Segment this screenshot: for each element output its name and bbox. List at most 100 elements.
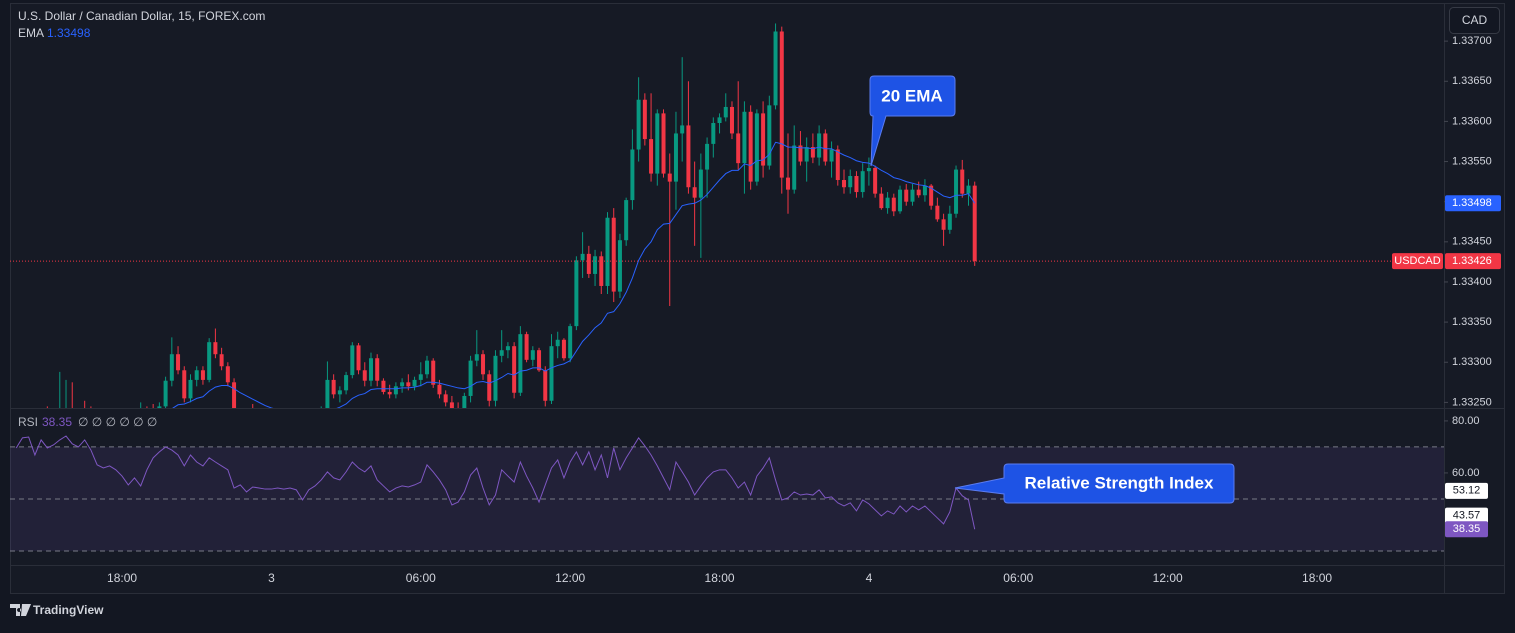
candle-body <box>636 99 641 150</box>
candle-body <box>325 379 330 408</box>
candle-body <box>736 133 741 164</box>
rsi-legend-name: RSI <box>18 415 38 429</box>
candle-body <box>754 113 759 182</box>
callout-box <box>869 75 956 167</box>
ema-line <box>172 141 976 408</box>
candle-body <box>505 346 510 351</box>
y-tick-label: 1.33450 <box>1452 236 1492 248</box>
last-price-tag <box>1445 253 1501 270</box>
price-pane <box>10 23 1444 408</box>
candle-body <box>431 360 436 385</box>
candle-body <box>829 149 834 162</box>
candle-body <box>169 354 174 381</box>
x-tick-label: 06:00 <box>406 571 436 585</box>
candle-body <box>200 370 205 380</box>
x-tick-label: 18:00 <box>1302 571 1332 585</box>
candle-body <box>779 31 784 178</box>
candle-body <box>194 370 199 380</box>
candle-body <box>350 345 355 376</box>
rsi-line <box>15 435 976 530</box>
candle-body <box>574 260 579 327</box>
candle-body <box>692 187 697 198</box>
candle-body <box>773 31 778 106</box>
candle-body <box>400 382 405 387</box>
currency-button-label[interactable]: CAD <box>1462 13 1488 27</box>
rsi-marker-tag <box>1445 482 1488 499</box>
candle-body <box>680 125 685 134</box>
candle-body <box>406 382 411 387</box>
brand-name: TradingView <box>33 603 104 617</box>
candle-body <box>823 133 828 162</box>
candle-body <box>611 217 616 292</box>
ema-legend-value: 1.33498 <box>47 26 91 40</box>
candle-body <box>854 175 859 193</box>
y-tick-label: 1.33400 <box>1452 276 1492 288</box>
candle-body <box>182 370 187 399</box>
candle-body <box>530 350 535 360</box>
y-tick-label: 1.33650 <box>1452 75 1492 87</box>
candle-body <box>624 200 629 241</box>
candle-body <box>188 379 193 399</box>
candle-body <box>873 167 878 194</box>
candle-body <box>586 253 591 274</box>
candle-body <box>960 169 965 194</box>
candle-body <box>344 375 349 391</box>
candle-body <box>898 189 903 212</box>
rsi-legend-value: 38.35 <box>42 415 72 429</box>
currency-button[interactable] <box>1449 7 1500 34</box>
candle-body <box>705 143 710 170</box>
candle-body <box>356 345 361 371</box>
candle-body <box>605 217 610 286</box>
candle-body <box>910 189 915 202</box>
candle-body <box>543 370 548 401</box>
candle-body <box>954 169 959 214</box>
candle-body <box>630 149 635 201</box>
y-tick-label: 1.33700 <box>1452 35 1492 47</box>
candle-body <box>549 346 554 401</box>
callout-text: Relative Strength Index <box>1025 473 1214 492</box>
candle-body <box>842 180 847 188</box>
candle-body <box>499 350 504 356</box>
candle-body <box>512 346 517 393</box>
x-tick-label: 3 <box>268 571 275 585</box>
candle-body <box>561 339 566 359</box>
candle-body <box>437 384 442 395</box>
candle-body <box>232 382 237 408</box>
last-price-label: 1.33426 <box>1452 255 1492 267</box>
candle-body <box>418 374 423 380</box>
y-tick-label: 1.33550 <box>1452 155 1492 167</box>
candle-body <box>748 111 753 182</box>
y-tick-label: 1.33600 <box>1452 115 1492 127</box>
candle-body <box>449 402 454 408</box>
candle-body <box>698 169 703 198</box>
logo <box>10 604 31 616</box>
candle-body <box>468 360 473 396</box>
candle-body <box>879 193 884 209</box>
candle-body <box>393 386 398 395</box>
candle-body <box>941 219 946 230</box>
candle-body <box>649 139 654 174</box>
y-tick-label: 1.33300 <box>1452 356 1492 368</box>
y-tick-label: 1.33250 <box>1452 396 1492 408</box>
candle-body <box>580 253 585 261</box>
rsi-tag-label: 38.35 <box>1453 523 1481 535</box>
candle-body <box>412 379 417 387</box>
candle-body <box>617 240 622 292</box>
axes: 18:00 3 06:00 12:00 18:00 4 06:00 12:00 18:00 1.3… <box>107 35 1501 585</box>
candle-body <box>176 354 181 371</box>
symbol-tag <box>1392 253 1443 270</box>
x-tick-label: 12:00 <box>555 571 585 585</box>
x-tick-label: 4 <box>866 571 873 585</box>
candle-body <box>723 106 728 118</box>
candle-body <box>331 379 336 395</box>
candle-body <box>493 355 498 401</box>
rsi-callout: Relative Strength Index <box>954 463 1235 504</box>
candle-body <box>655 113 660 174</box>
candle-body <box>810 147 815 158</box>
candle-body <box>555 339 560 347</box>
candle-body <box>593 256 598 274</box>
candle-body <box>163 380 168 407</box>
candle-body <box>381 380 386 392</box>
branding: TradingView <box>10 603 104 617</box>
